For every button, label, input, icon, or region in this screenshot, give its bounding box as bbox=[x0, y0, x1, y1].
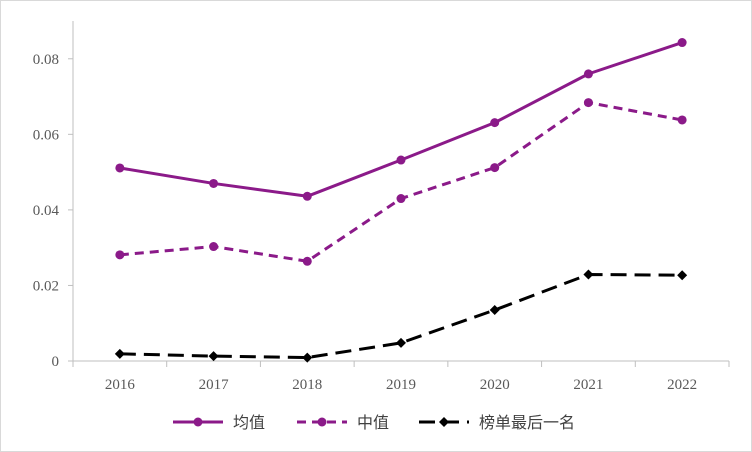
data-point bbox=[115, 250, 125, 260]
data-point bbox=[490, 163, 500, 173]
data-point bbox=[489, 305, 500, 315]
data-point bbox=[209, 178, 219, 188]
legend-marker bbox=[439, 417, 449, 427]
legend-label: 中值 bbox=[357, 413, 389, 432]
data-point bbox=[302, 352, 313, 363]
data-point bbox=[583, 269, 594, 280]
y-tick-label: 0.08 bbox=[33, 52, 59, 68]
data-point bbox=[677, 270, 688, 281]
series-2 bbox=[115, 98, 687, 266]
legend-marker bbox=[193, 417, 203, 427]
data-point bbox=[583, 98, 593, 108]
data-point bbox=[396, 155, 406, 165]
legend-label: 榜单最后一名 bbox=[479, 413, 575, 432]
y-tick-label: 0.06 bbox=[33, 127, 60, 143]
data-point bbox=[302, 191, 312, 201]
x-tick-label: 2021 bbox=[573, 377, 603, 393]
legend-item: 中值 bbox=[297, 413, 389, 432]
x-tick-label: 2016 bbox=[105, 377, 136, 393]
series-layer bbox=[114, 38, 688, 363]
y-tick-label: 0.04 bbox=[33, 203, 60, 219]
data-point bbox=[396, 337, 406, 348]
series-3 bbox=[114, 269, 688, 363]
data-point bbox=[677, 38, 687, 48]
data-point bbox=[208, 351, 219, 362]
axes: 0 0.02 0.04 0.06 0.08 2016 2017 2018 2019 2020 202… bbox=[33, 21, 730, 393]
x-tick-label: 2019 bbox=[386, 377, 416, 393]
legend-label: 均值 bbox=[233, 413, 265, 432]
x-tick-label: 2020 bbox=[480, 377, 510, 393]
legend: 均值 中值 榜单最后一名 bbox=[173, 413, 575, 432]
series-1 bbox=[115, 38, 687, 201]
legend-marker bbox=[317, 417, 327, 427]
data-point bbox=[302, 256, 312, 266]
y-tick-label: 0.02 bbox=[33, 278, 59, 294]
y-tick-label: 0 bbox=[52, 354, 60, 370]
legend-item: 均值 bbox=[173, 413, 265, 432]
x-tick-label: 2018 bbox=[292, 377, 322, 393]
data-point bbox=[677, 115, 687, 125]
data-point bbox=[396, 194, 406, 204]
data-point bbox=[209, 242, 219, 252]
data-point bbox=[583, 69, 593, 79]
series-line bbox=[119, 41, 683, 198]
x-tick-label: 2017 bbox=[199, 377, 230, 393]
data-point bbox=[114, 348, 125, 359]
data-point bbox=[115, 163, 125, 173]
legend-item: 榜单最后一名 bbox=[419, 413, 575, 432]
x-tick-label: 2022 bbox=[667, 377, 697, 393]
data-point bbox=[490, 118, 500, 128]
